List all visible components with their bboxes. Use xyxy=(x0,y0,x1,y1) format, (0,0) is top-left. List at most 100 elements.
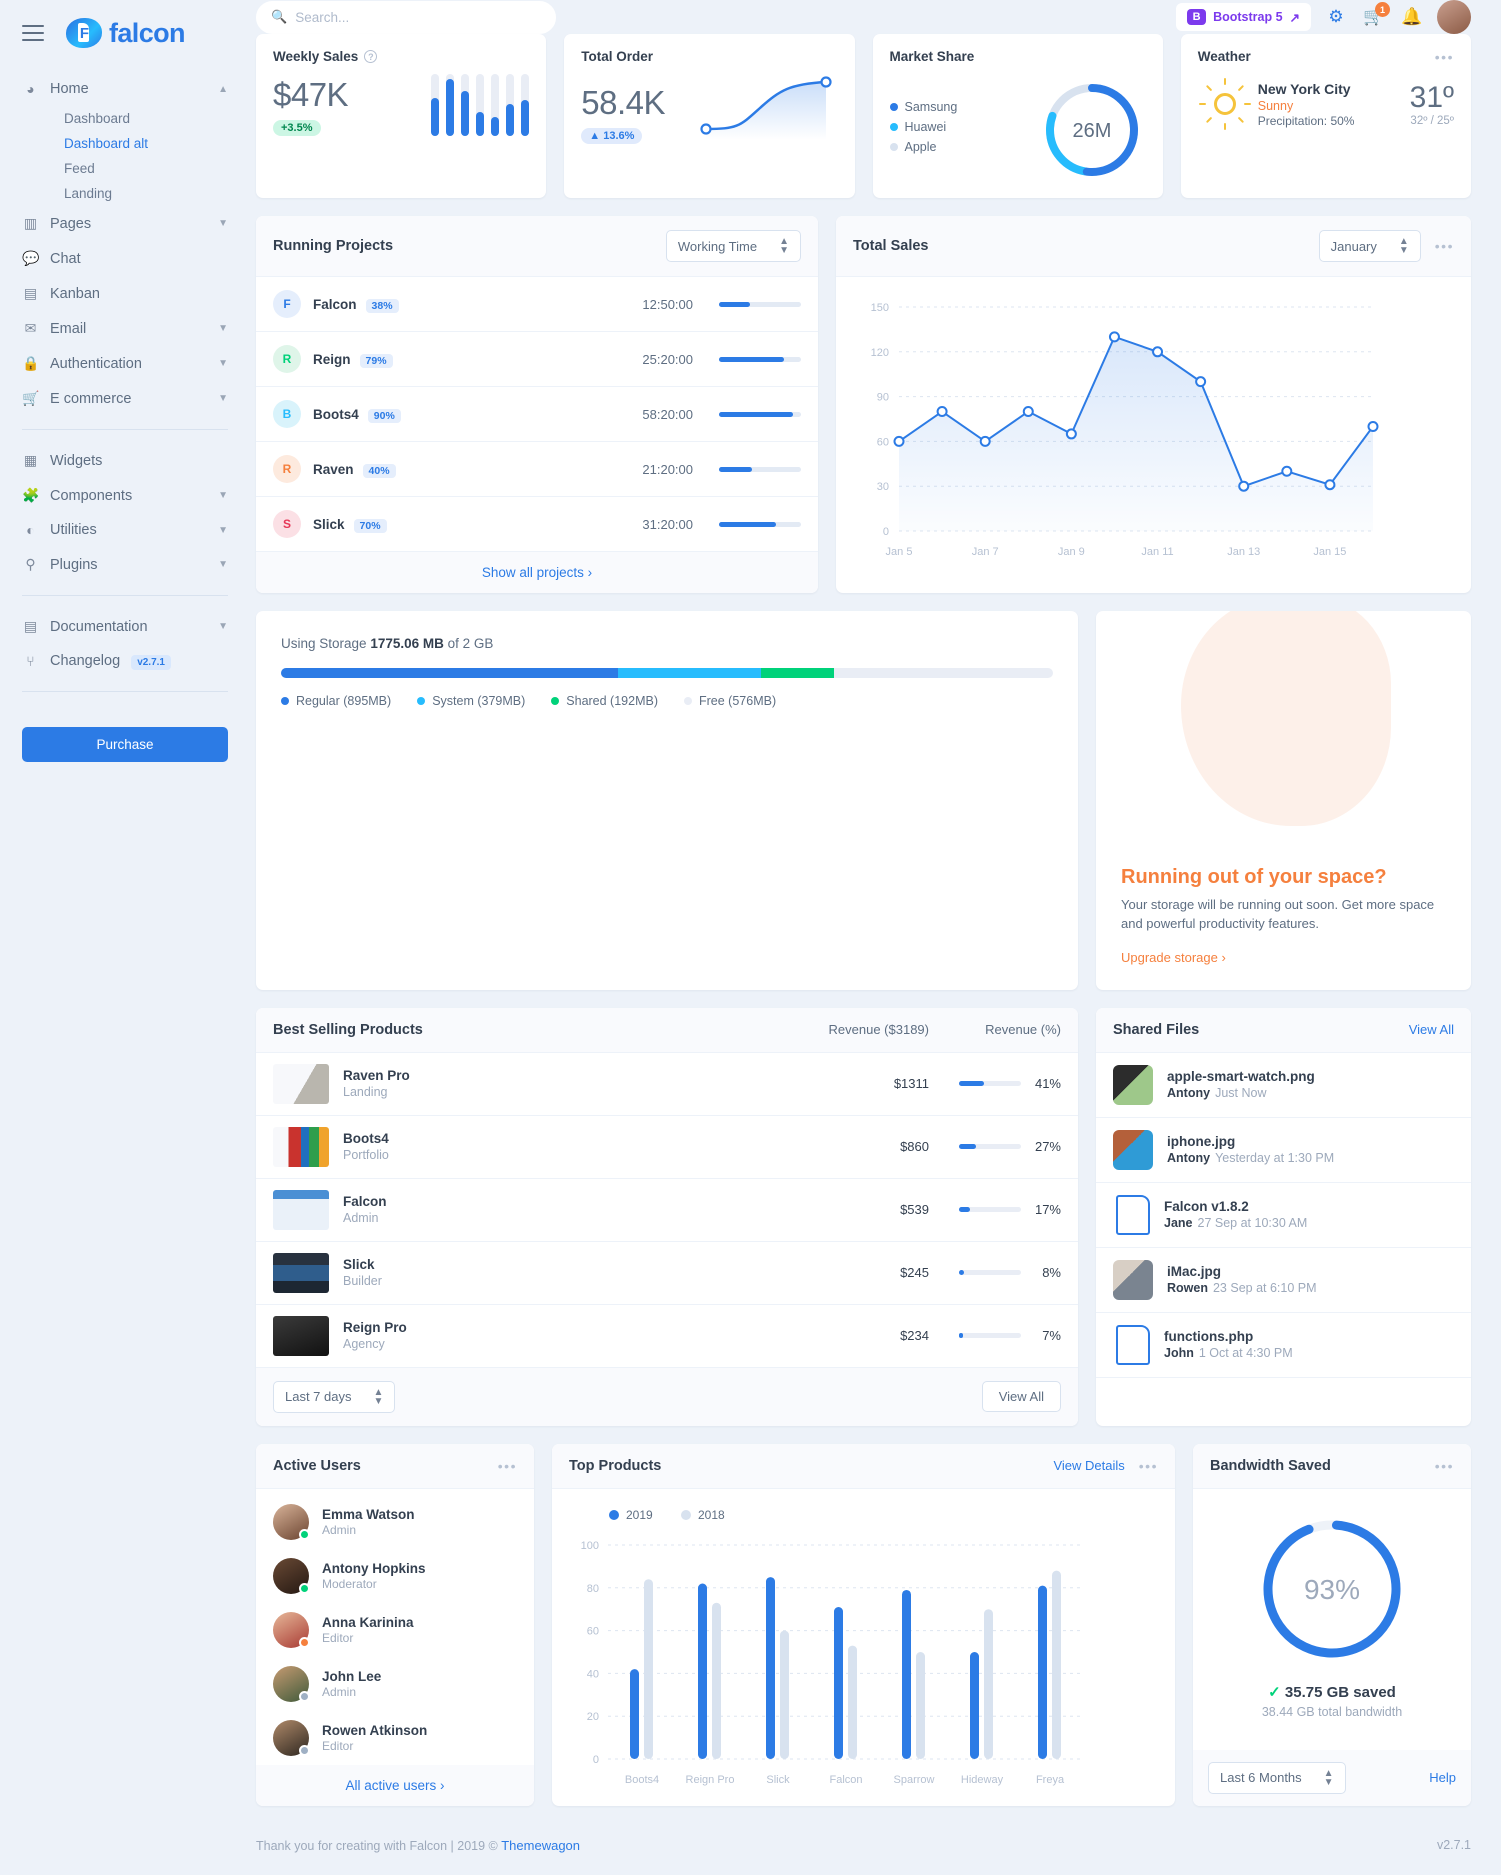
more-icon[interactable]: ••• xyxy=(1138,1457,1158,1474)
chevron-down-icon[interactable]: ▼ xyxy=(218,393,228,404)
purchase-button[interactable]: Purchase xyxy=(22,727,228,762)
more-icon[interactable]: ••• xyxy=(1434,238,1454,254)
table-row[interactable]: R Raven 40% 21:20:00 xyxy=(256,442,818,497)
cart-icon[interactable]: 🛒 1 xyxy=(1361,2,1390,27)
all-active-users-link[interactable]: All active users › xyxy=(256,1764,534,1806)
bandwidth-range-select[interactable]: Last 6 Months ▲ ▼ xyxy=(1208,1761,1346,1794)
sun-ray xyxy=(1243,103,1251,105)
search-input[interactable] xyxy=(295,9,541,25)
list-item[interactable]: iMac.jpg Rowen 23 Sep at 6:10 PM xyxy=(1096,1248,1471,1313)
upgrade-storage-link[interactable]: Upgrade storage › xyxy=(1121,949,1226,965)
footer-link[interactable]: Themewagon xyxy=(501,1837,581,1853)
sidebar-item-changelog[interactable]: ⑂ Changelog v2.7.1 xyxy=(18,644,232,678)
product-revenue: $234 xyxy=(900,1328,929,1344)
legend-item: Huawei xyxy=(889,120,958,134)
file-name: iphone.jpg xyxy=(1167,1134,1236,1150)
sidebar-item-feed[interactable]: Feed xyxy=(64,161,95,176)
chevron-down-icon[interactable]: ▼ xyxy=(218,218,228,229)
sidebar-item-dashboard-alt[interactable]: Dashboard alt xyxy=(64,136,149,151)
date-range-select[interactable]: Last 7 days ▲ ▼ xyxy=(273,1380,396,1413)
chevron-right-icon: › xyxy=(587,565,593,580)
more-icon[interactable]: ••• xyxy=(497,1457,517,1474)
sidebar-item-dashboard[interactable]: Dashboard xyxy=(64,111,131,126)
list-item[interactable]: Emma Watson Admin xyxy=(256,1495,534,1549)
table-row[interactable]: Reign Pro Agency $234 7% xyxy=(256,1305,1078,1368)
sidebar-item-components[interactable]: 🧩 Components ▼ xyxy=(18,478,232,513)
pie-chart-icon: ◕ xyxy=(26,81,35,97)
sidebar-item-email[interactable]: ✉ Email ▼ xyxy=(18,311,232,346)
chevron-updown-icon: ▲ ▼ xyxy=(779,236,789,256)
chevron-up-icon[interactable]: ▲ xyxy=(218,83,228,95)
file-owner: Antony xyxy=(1167,1086,1211,1101)
list-item[interactable]: Antony Hopkins Moderator xyxy=(256,1549,534,1603)
sparkline-bar xyxy=(491,74,500,136)
revenue-progress-bar xyxy=(959,1333,1021,1339)
bell-icon[interactable]: 🔔 xyxy=(1401,7,1423,26)
status-badge xyxy=(299,1528,310,1540)
sidebar-item-widgets[interactable]: ▦ Widgets xyxy=(18,443,232,478)
table-row[interactable]: R Reign 79% 25:20:00 xyxy=(256,332,818,387)
month-select[interactable]: January ▲ ▼ xyxy=(1318,230,1421,262)
list-item[interactable]: Rowen Atkinson Editor xyxy=(256,1711,534,1765)
weather-temp: 31º xyxy=(1409,81,1454,114)
table-row[interactable]: Slick Builder $245 8% xyxy=(256,1242,1078,1305)
menu-toggle-icon[interactable] xyxy=(22,25,44,41)
list-item[interactable]: John Lee Admin xyxy=(256,1657,534,1711)
sidebar-item-utilities[interactable]: ◐ Utilities ▼ xyxy=(18,513,232,547)
gear-icon[interactable]: ⚙ xyxy=(1328,7,1344,26)
list-item[interactable]: Anna Karinina Editor xyxy=(256,1603,534,1657)
chevron-down-icon[interactable]: ▼ xyxy=(218,559,228,570)
more-icon[interactable]: ••• xyxy=(1434,1457,1454,1474)
file-time: 23 Sep at 6:10 PM xyxy=(1212,1281,1317,1296)
bootstrap-version-pill[interactable]: B Bootstrap 5 ↗ xyxy=(1176,3,1311,31)
storage-used: 1775.06 MB xyxy=(370,636,444,651)
plug-icon: ⚲ xyxy=(25,556,36,572)
sidebar-item-documentation[interactable]: ▤ Documentation ▼ xyxy=(18,609,232,644)
show-all-projects-link[interactable]: Show all projects › xyxy=(256,552,818,593)
chevron-down-icon[interactable]: ▼ xyxy=(218,490,228,501)
table-row[interactable]: F Falcon 38% 12:50:00 xyxy=(256,277,818,332)
brand-logo-link[interactable]: F falcon xyxy=(66,18,186,49)
sidebar-item-ecommerce[interactable]: 🛒 E commerce ▼ xyxy=(18,381,232,416)
view-details-link[interactable]: View Details xyxy=(1053,1458,1125,1474)
chevron-down-icon[interactable]: ▼ xyxy=(218,524,228,536)
file-name: apple-smart-watch.png xyxy=(1167,1069,1315,1085)
legend-label: 2018 xyxy=(698,1508,725,1522)
sidebar-item-plugins[interactable]: ⚲ Plugins ▼ xyxy=(18,547,232,582)
market-share-donut: 26M xyxy=(1045,84,1138,176)
sidebar-item-kanban[interactable]: ▤ Kanban xyxy=(18,276,232,311)
table-row[interactable]: Falcon Admin $539 17% xyxy=(256,1179,1078,1242)
cart-icon: 🛒 xyxy=(22,390,40,406)
search-box[interactable]: 🔍 xyxy=(256,0,556,34)
sidebar-item-pages[interactable]: ▥ Pages ▼ xyxy=(18,206,232,241)
sidebar-item-landing[interactable]: Landing xyxy=(64,186,113,201)
avatar[interactable] xyxy=(1437,0,1471,34)
chevron-down-icon[interactable]: ▼ xyxy=(218,621,228,632)
bandwidth-saved-text: ✓ 35.75 GB saved xyxy=(1268,1683,1396,1701)
chevron-down-icon[interactable]: ▼ xyxy=(218,358,228,369)
chevron-down-icon[interactable]: ▼ xyxy=(218,323,228,334)
table-row[interactable]: S Slick 70% 31:20:00 xyxy=(256,497,818,552)
table-row[interactable]: Boots4 Portfolio $860 27% xyxy=(256,1116,1078,1179)
sidebar-item-home[interactable]: ◕ Home ▲ xyxy=(18,72,232,106)
table-row[interactable]: B Boots4 90% 58:20:00 xyxy=(256,387,818,442)
table-row[interactable]: Raven Pro Landing $1311 41% xyxy=(256,1053,1078,1116)
working-time-select[interactable]: Working Time ▲ ▼ xyxy=(665,230,801,262)
list-item[interactable]: Falcon v1.8.2 Jane 27 Sep at 10:30 AM xyxy=(1096,1183,1471,1248)
view-all-button[interactable]: View All xyxy=(981,1381,1061,1413)
file-name: iMac.jpg xyxy=(1167,1264,1222,1280)
list-item[interactable]: functions.php John 1 Oct at 4:30 PM xyxy=(1096,1313,1471,1378)
active-users-card: Active Users ••• Emma Watson Admin Antony … xyxy=(256,1443,534,1806)
more-icon[interactable]: ••• xyxy=(1434,49,1454,65)
kanban-icon: ▤ xyxy=(23,285,38,301)
sidebar-item-chat[interactable]: 💬 Chat xyxy=(18,241,232,276)
list-item[interactable]: apple-smart-watch.png Antony Just Now xyxy=(1096,1053,1471,1118)
project-percent-badge: 70% xyxy=(353,518,387,533)
question-circle-icon[interactable]: ? xyxy=(364,50,378,63)
view-all-link[interactable]: View All xyxy=(1408,1022,1454,1038)
help-link[interactable]: Help xyxy=(1429,1770,1456,1786)
list-item[interactable]: iphone.jpg Antony Yesterday at 1:30 PM xyxy=(1096,1118,1471,1183)
sidebar-item-authentication[interactable]: 🔒 Authentication ▼ xyxy=(18,346,232,381)
legend-item: Free (576MB) xyxy=(684,694,776,708)
bandwidth-card: Bandwidth Saved ••• 93% ✓ 35.75 GB saved xyxy=(1193,1443,1471,1806)
